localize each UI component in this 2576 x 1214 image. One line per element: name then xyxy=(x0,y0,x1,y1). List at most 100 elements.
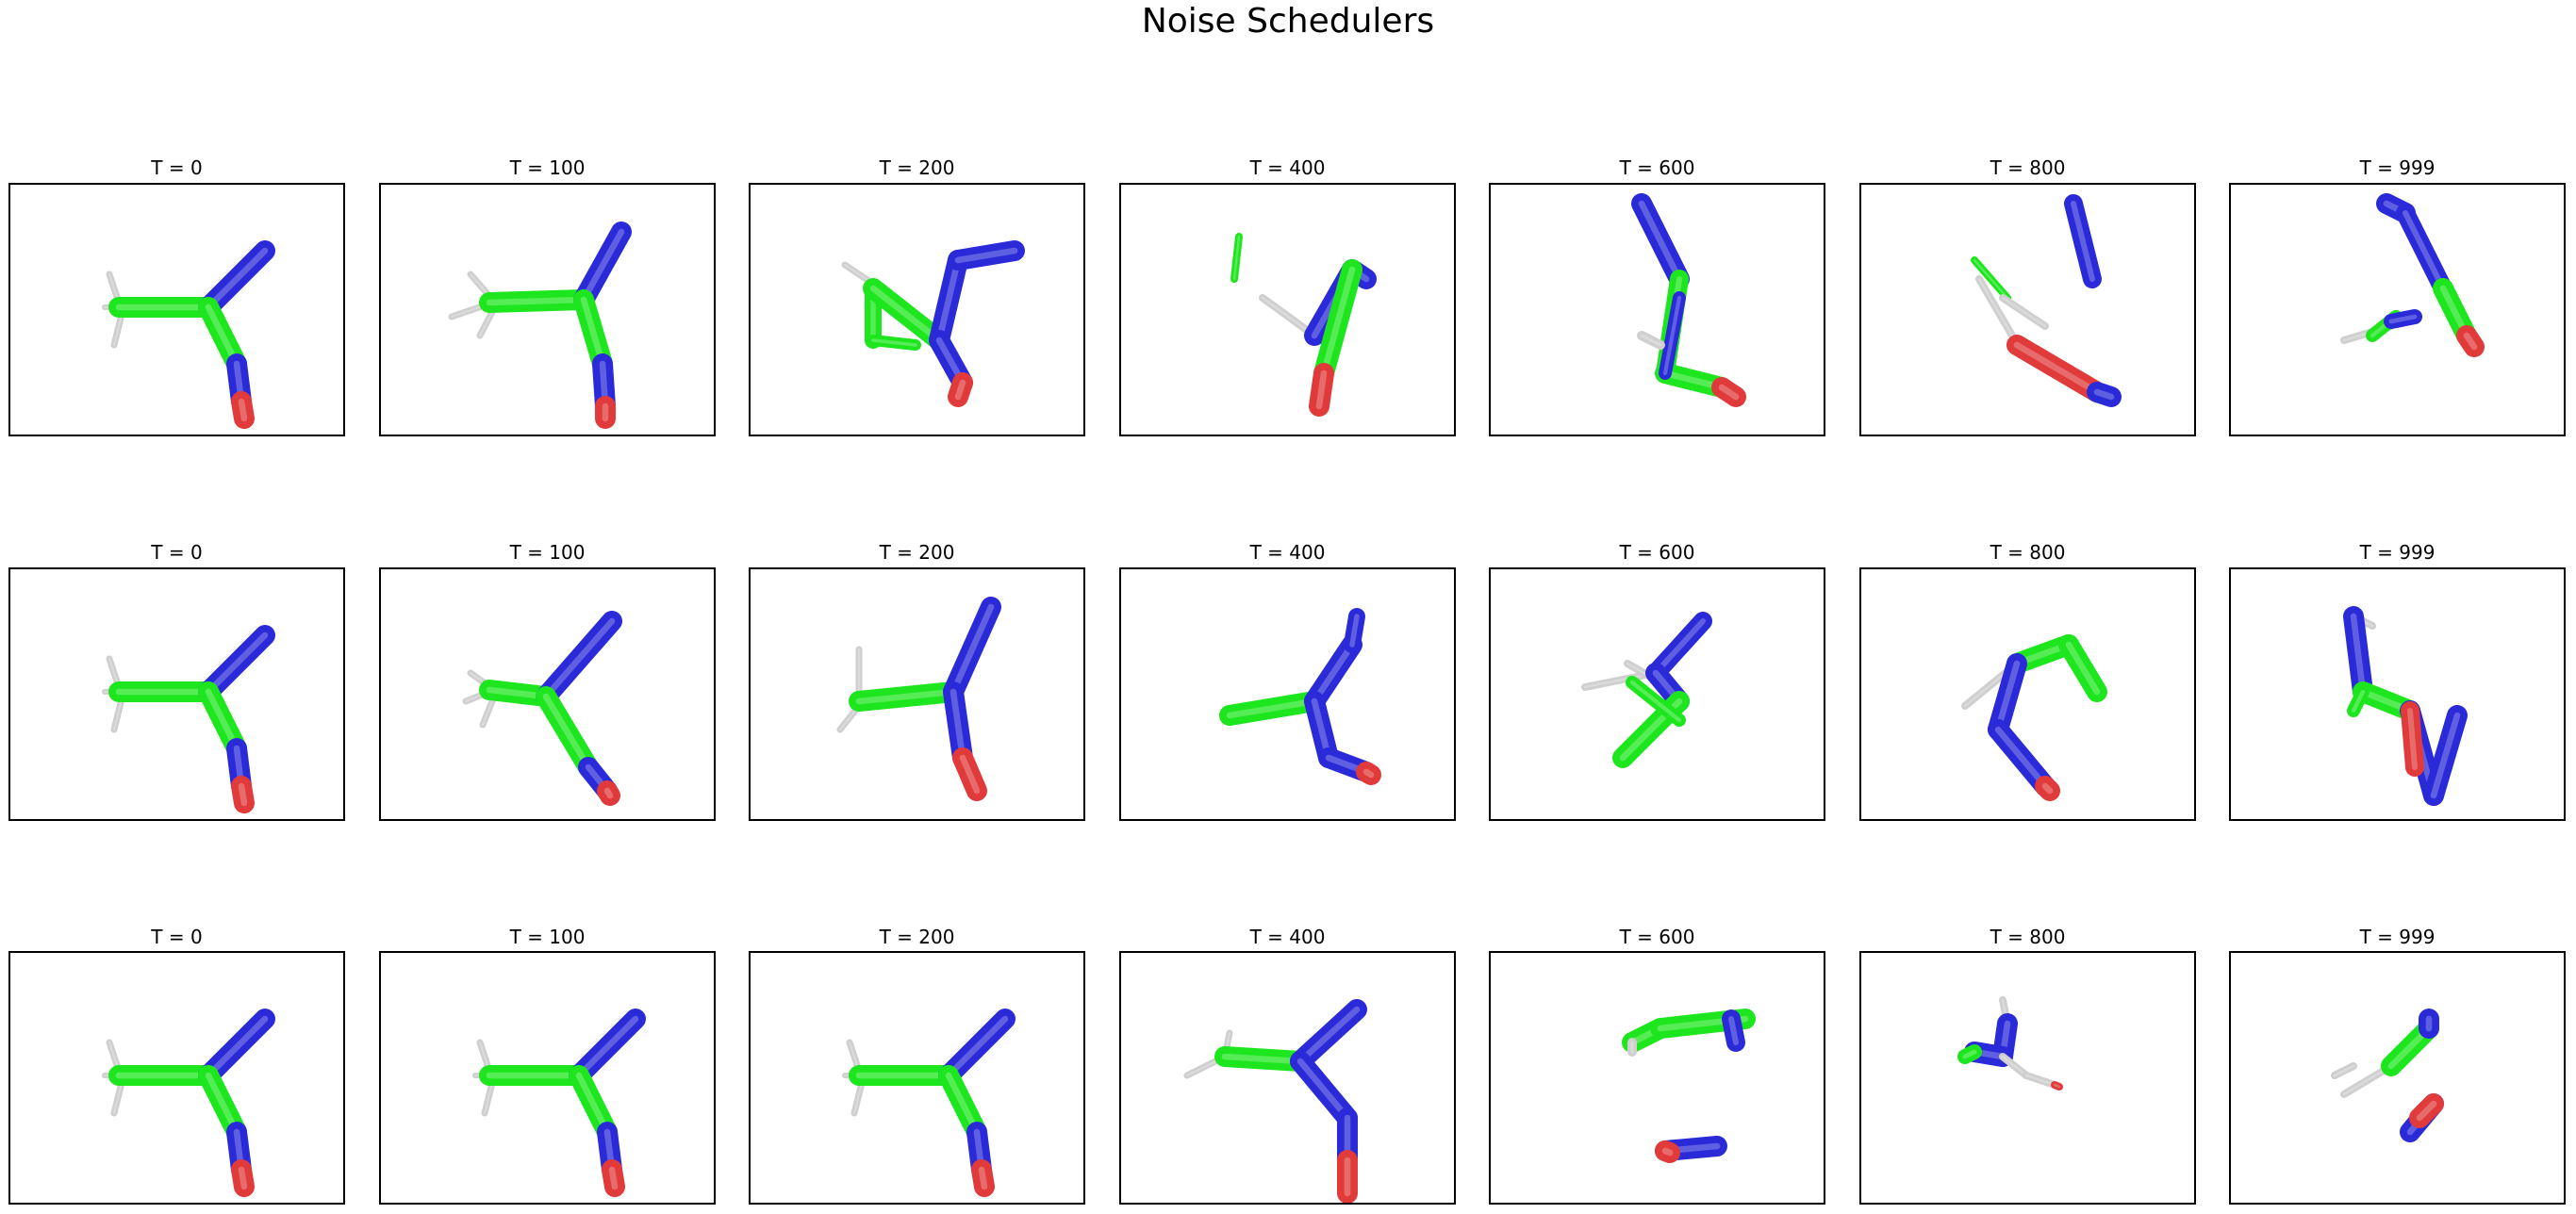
oxygen-bond-icon xyxy=(2035,776,2060,801)
subplot-title: T = 400 xyxy=(1249,156,1326,179)
molecule-render xyxy=(448,221,632,429)
oxygen-bond-highlight xyxy=(1362,768,1375,779)
carbon-bond-highlight xyxy=(542,693,592,771)
oxygen-bond-icon xyxy=(231,776,255,813)
molecule-panel xyxy=(8,567,345,821)
nitrogen-bond-highlight xyxy=(2350,613,2367,696)
hydrogen-bond-highlight xyxy=(112,313,124,347)
nitrogen-bond-icon xyxy=(2064,194,2102,288)
nitrogen-bond-highlight xyxy=(1311,641,1356,705)
molecule-panel xyxy=(1489,951,1825,1205)
nitrogen-bond-icon xyxy=(1631,193,1690,289)
hydrogen-bond-icon xyxy=(1999,294,2049,330)
nitrogen-bond-icon xyxy=(938,1009,1016,1086)
subplot-title: T = 100 xyxy=(509,541,586,564)
nitrogen-bond-icon xyxy=(943,681,973,768)
molecule-panel xyxy=(2229,183,2566,436)
molecule-render xyxy=(842,1009,1016,1197)
hydrogen-bond-icon xyxy=(481,1079,496,1117)
hydrogen-bond-icon xyxy=(110,311,125,349)
molecule-panel xyxy=(749,951,1085,1205)
hydrogen-bond-highlight xyxy=(1640,334,1662,347)
hydrogen-bond-icon xyxy=(479,697,496,729)
nitrogen-bond-highlight xyxy=(1638,200,1683,283)
carbon-bond-icon xyxy=(536,686,599,778)
subplot-title: T = 0 xyxy=(151,156,203,179)
subplot-title: T = 800 xyxy=(1990,156,2066,179)
hydrogen-bond-highlight xyxy=(112,697,124,731)
subplot-title: T = 999 xyxy=(2359,926,2436,948)
molecule-render xyxy=(841,240,1025,407)
carbon-bond-highlight xyxy=(575,1072,611,1136)
carbon-bond-highlight xyxy=(2351,689,2366,714)
oxygen-bond-highlight xyxy=(603,787,614,799)
carbon-bond-highlight xyxy=(1320,266,1356,377)
subplot-title: T = 800 xyxy=(1990,926,2066,948)
hydrogen-bond-highlight xyxy=(2024,1074,2056,1087)
nitrogen-bond-icon xyxy=(536,611,622,707)
carbon-bond-highlight xyxy=(871,338,917,347)
carbon-bond-icon xyxy=(2347,685,2370,717)
oxygen-bond-highlight xyxy=(2407,708,2418,770)
oxygen-bond-icon xyxy=(1655,1140,1680,1163)
carbon-bond-icon xyxy=(198,297,247,374)
nitrogen-bond-highlight xyxy=(1994,660,2021,733)
nitrogen-bond-icon xyxy=(2087,382,2122,407)
oxygen-bond-highlight xyxy=(1315,369,1328,410)
molecule-panel xyxy=(1859,567,2196,821)
oxygen-bond-icon xyxy=(948,372,973,407)
nitrogen-bond-icon xyxy=(2423,705,2468,806)
carbon-bond-highlight xyxy=(1973,258,2009,300)
carbon-bond-icon xyxy=(2058,634,2107,702)
subplot-title: T = 800 xyxy=(1990,541,2066,564)
figure-title: Noise Schedulers xyxy=(1141,2,1435,41)
carbon-bond-highlight xyxy=(1962,1049,1977,1059)
oxygen-bond-highlight xyxy=(2463,332,2478,351)
molecule-panel xyxy=(1859,183,2196,436)
carbon-bond-highlight xyxy=(1629,680,1682,723)
carbon-bond-highlight xyxy=(1232,235,1241,281)
carbon-bond-icon xyxy=(1230,233,1243,283)
subplot-title: T = 0 xyxy=(151,541,203,564)
nitrogen-bond-icon xyxy=(569,1009,646,1086)
oxygen-bond-icon xyxy=(2409,1093,2444,1128)
hydrogen-bond-highlight xyxy=(478,310,494,337)
nitrogen-bond-highlight xyxy=(205,247,269,311)
carbon-bond-icon xyxy=(863,278,949,351)
oxygen-bond-highlight xyxy=(1718,384,1740,401)
carbon-bond-highlight xyxy=(945,1072,981,1136)
hydrogen-bond-highlight xyxy=(2333,1064,2355,1077)
nitrogen-bond-icon xyxy=(1304,634,1362,712)
molecule-panel xyxy=(1859,951,2196,1205)
oxygen-bond-highlight xyxy=(954,379,966,401)
hydrogen-bond-icon xyxy=(850,1079,866,1117)
subplot-title: T = 400 xyxy=(1249,926,1326,948)
subplot-title: T = 200 xyxy=(879,541,955,564)
hydrogen-bond-highlight xyxy=(852,1081,864,1115)
molecule-panel xyxy=(8,951,345,1205)
hydrogen-bond-icon xyxy=(1259,294,1318,339)
carbon-bond-icon xyxy=(573,289,613,374)
oxygen-bond-icon xyxy=(971,1159,995,1197)
carbon-bond-highlight xyxy=(205,304,240,368)
oxygen-bond-icon xyxy=(952,747,987,801)
nitrogen-bond-highlight xyxy=(1349,614,1360,648)
oxygen-bond-highlight xyxy=(2041,782,2054,795)
oxygen-bond-icon xyxy=(2051,1081,2063,1091)
carbon-bond-highlight xyxy=(2065,641,2101,696)
carbon-bond-highlight xyxy=(205,1072,240,1136)
carbon-bond-highlight xyxy=(580,296,606,368)
carbon-bond-highlight xyxy=(486,296,587,306)
nitrogen-bond-highlight xyxy=(945,1015,1009,1079)
nitrogen-bond-icon xyxy=(198,1009,275,1086)
subplot-title: T = 400 xyxy=(1249,541,1326,564)
carbon-bond-icon xyxy=(867,335,921,351)
molecule-panel xyxy=(749,183,1085,436)
hydrogen-bond-highlight xyxy=(469,272,491,298)
oxygen-bond-icon xyxy=(1711,377,1746,407)
carbon-bond-icon xyxy=(849,681,964,712)
subplot-title: T = 999 xyxy=(2359,156,2436,179)
hydrogen-bond-icon xyxy=(1637,331,1665,350)
oxygen-bond-highlight xyxy=(238,782,248,807)
molecule-panel xyxy=(1119,183,1456,436)
